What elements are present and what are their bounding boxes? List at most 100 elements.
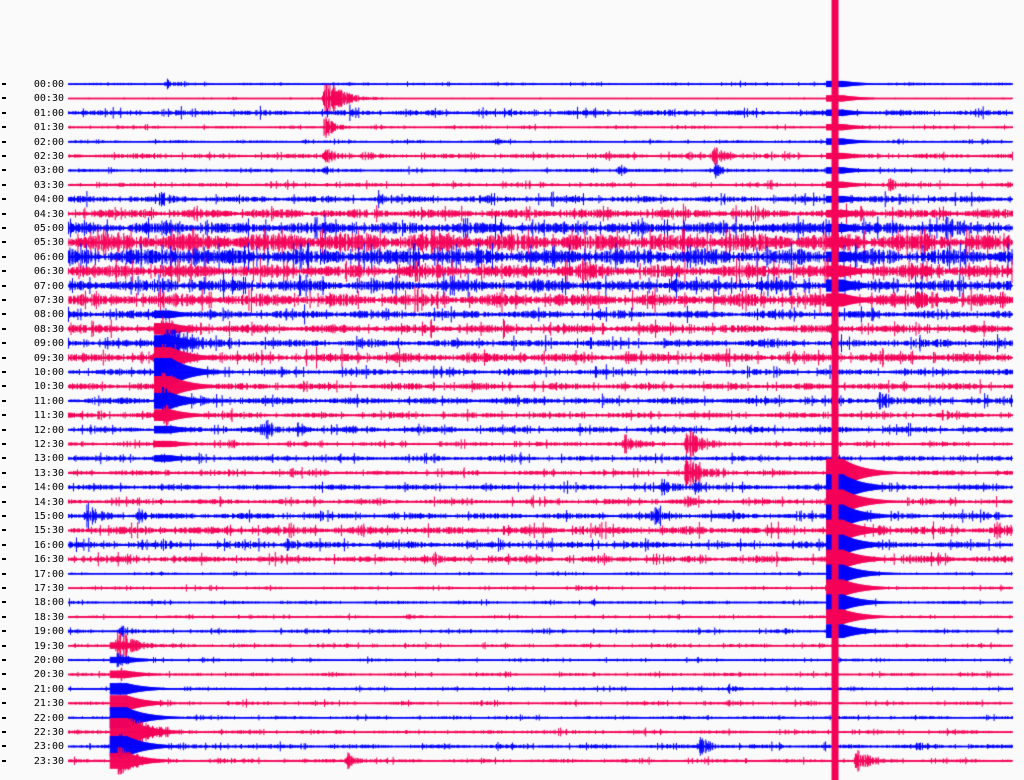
time-label: 05:00 — [33, 223, 64, 234]
axis-tick — [0, 126, 62, 138]
axis-tick — [0, 169, 62, 181]
tick-mark — [2, 428, 6, 431]
axis-tick — [0, 111, 62, 124]
axis-tick — [0, 83, 62, 95]
time-label: 19:00 — [33, 626, 64, 638]
tick-mark — [2, 702, 6, 705]
axis-tick — [0, 140, 62, 153]
axis-tick — [0, 227, 62, 239]
tick-mark — [2, 342, 6, 345]
tick-mark — [2, 241, 6, 244]
axis-tick — [0, 529, 62, 541]
time-label: 00:30 — [33, 93, 64, 105]
tick-mark — [2, 558, 6, 561]
axis-tick — [0, 255, 62, 268]
tick-mark — [2, 486, 6, 489]
time-label: 16:00 — [33, 539, 64, 551]
time-label: 18:30 — [33, 611, 64, 623]
axis-tick — [0, 630, 62, 642]
tick-mark — [2, 673, 6, 676]
axis-tick — [0, 284, 62, 297]
axis-tick — [0, 97, 62, 109]
axis-tick — [0, 299, 62, 311]
time-label: 15:00 — [33, 511, 64, 522]
time-label: 20:30 — [33, 669, 64, 681]
tick-mark — [2, 284, 6, 287]
time-label: 16:30 — [33, 554, 64, 566]
axis-tick — [0, 414, 62, 426]
time-label: 18:00 — [33, 597, 64, 609]
axis-tick — [0, 212, 62, 225]
time-label: 14:00 — [33, 482, 64, 494]
axis-tick — [0, 731, 62, 743]
tick-mark — [2, 356, 6, 359]
axis-tick — [0, 687, 62, 700]
axis-tick — [0, 155, 62, 167]
axis-tick — [0, 601, 62, 613]
tick-mark — [2, 327, 6, 330]
axis-tick — [0, 270, 62, 282]
tick-mark — [2, 572, 6, 575]
tick-mark — [2, 587, 6, 589]
time-label: 21:30 — [33, 698, 64, 710]
time-label: 20:00 — [33, 655, 64, 666]
tick-mark — [2, 270, 6, 273]
axis-tick — [0, 428, 62, 441]
time-label: 07:30 — [33, 295, 64, 306]
time-label: 09:30 — [33, 352, 64, 364]
tick-mark — [2, 313, 6, 316]
time-label: 12:30 — [33, 439, 64, 450]
axis-tick — [0, 313, 62, 325]
time-label: 23:30 — [33, 755, 64, 767]
tick-mark — [2, 83, 6, 85]
time-label: 23:00 — [33, 741, 64, 753]
time-label: 04:30 — [33, 208, 64, 220]
axis-tick — [0, 486, 62, 498]
time-label: 11:30 — [33, 410, 64, 422]
time-label: 21:00 — [33, 683, 64, 695]
tick-mark — [2, 615, 6, 618]
tick-mark — [2, 659, 6, 661]
axis-tick — [0, 745, 62, 757]
axis-tick — [0, 241, 62, 253]
axis-tick — [0, 615, 62, 628]
time-label: 22:30 — [33, 727, 64, 738]
axis-tick — [0, 385, 62, 397]
time-label: 17:30 — [33, 583, 64, 594]
tick-mark — [2, 126, 6, 129]
tick-mark — [2, 601, 6, 604]
axis-tick — [0, 371, 62, 383]
tick-mark — [2, 687, 6, 690]
tick-mark — [2, 169, 6, 172]
tick-mark — [2, 745, 6, 748]
axis-tick — [0, 443, 62, 455]
tick-mark — [2, 644, 6, 647]
tick-mark — [2, 543, 6, 546]
time-label: 02:30 — [33, 151, 64, 162]
tick-mark — [2, 371, 6, 373]
time-label: 09:00 — [33, 338, 64, 350]
time-label: 07:00 — [33, 280, 64, 292]
tick-mark — [2, 212, 6, 215]
tick-mark — [2, 716, 6, 719]
time-label: 00:00 — [33, 79, 64, 90]
axis-tick — [0, 515, 62, 527]
time-label: 11:00 — [33, 395, 64, 407]
axis-tick — [0, 183, 62, 196]
tick-mark — [2, 731, 6, 733]
time-label: 05:30 — [33, 237, 64, 249]
tick-mark — [2, 183, 6, 186]
tick-mark — [2, 630, 6, 633]
time-label: 06:00 — [33, 251, 64, 263]
time-label: 14:30 — [33, 496, 64, 508]
tick-mark — [2, 457, 6, 460]
axis-tick — [0, 759, 62, 772]
time-label: 22:00 — [33, 712, 64, 724]
tick-mark — [2, 471, 6, 474]
axis-tick — [0, 399, 62, 412]
time-label: 08:30 — [33, 323, 64, 335]
tick-mark — [2, 399, 6, 402]
axis-tick — [0, 716, 62, 729]
